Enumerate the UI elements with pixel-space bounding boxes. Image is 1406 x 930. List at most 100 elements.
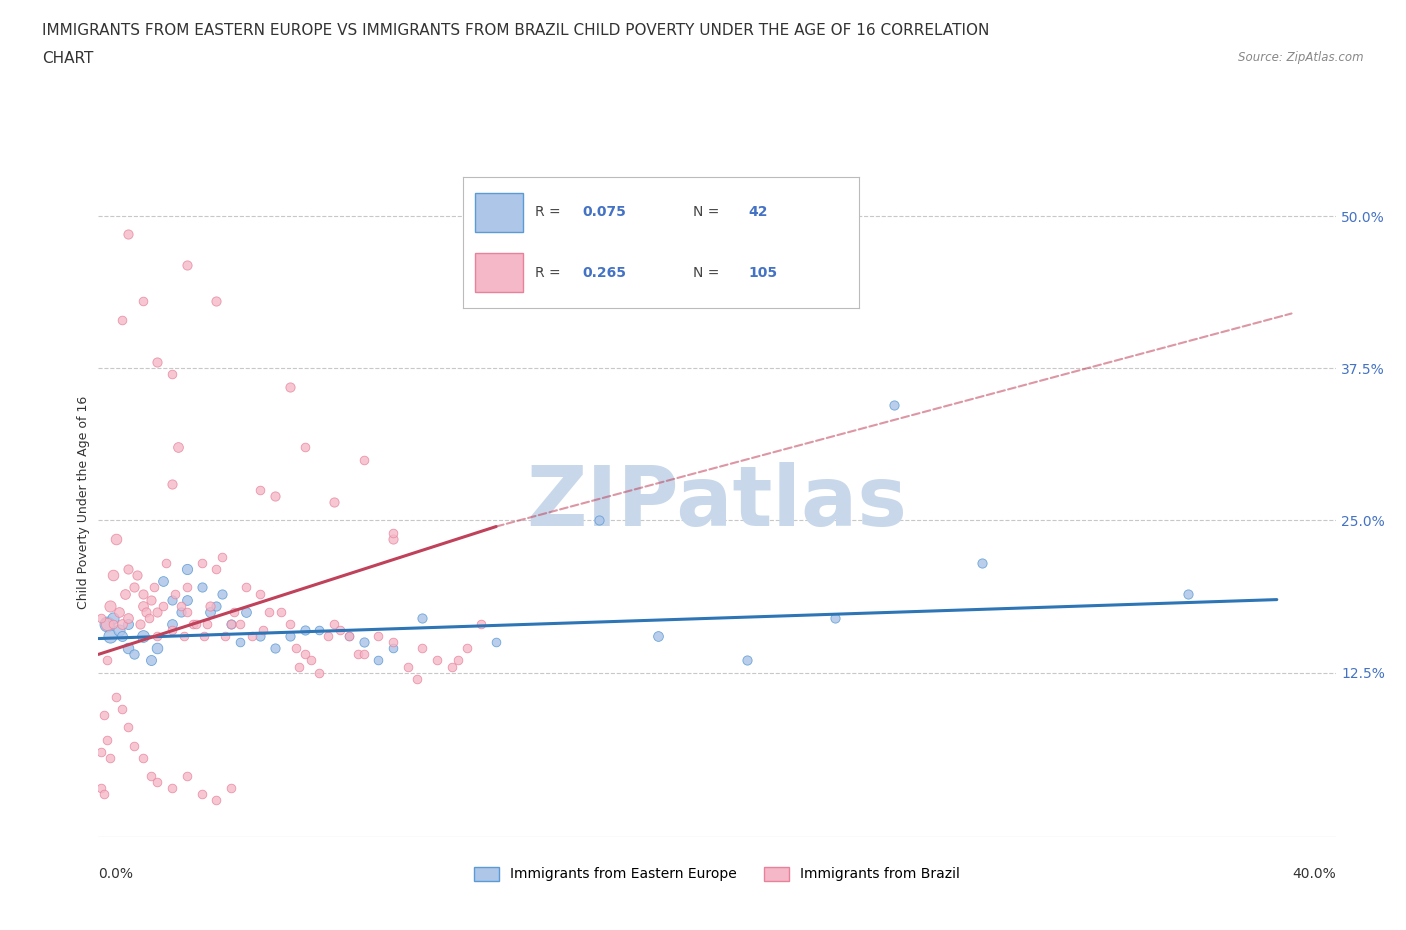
Point [176, 769, 198, 784]
Point [367, 653, 389, 668]
Point [316, 629, 339, 644]
Point [173, 629, 195, 644]
Legend: Immigrants from Eastern Europe, Immigrants from Brazil: Immigrants from Eastern Europe, Immigran… [468, 861, 966, 887]
Point [117, 720, 139, 735]
Point [105, 689, 128, 704]
Point [411, 610, 433, 625]
Point [229, 617, 252, 631]
Point [117, 227, 139, 242]
Point [152, 598, 174, 613]
Point [382, 635, 405, 650]
Point [353, 452, 375, 467]
Point [117, 641, 139, 656]
Point [219, 617, 242, 631]
Point [170, 598, 193, 613]
Point [278, 379, 301, 394]
Point [90, 781, 112, 796]
Point [135, 604, 157, 619]
Point [167, 440, 190, 455]
Point [111, 629, 134, 644]
Point [190, 787, 212, 802]
Point [294, 647, 316, 662]
Point [405, 671, 427, 686]
Point [160, 781, 183, 796]
Point [101, 568, 124, 583]
Text: 0.0%: 0.0% [98, 867, 134, 881]
Point [93, 787, 115, 802]
Point [264, 641, 287, 656]
Point [184, 617, 207, 631]
Point [205, 294, 228, 309]
Point [426, 653, 449, 668]
Point [181, 617, 204, 631]
Point [176, 258, 198, 272]
Point [883, 397, 905, 412]
Point [205, 562, 228, 577]
Point [353, 647, 375, 662]
Point [287, 659, 309, 674]
Point [93, 708, 115, 723]
Point [170, 604, 193, 619]
Point [249, 483, 271, 498]
Text: 40.0%: 40.0% [1292, 867, 1336, 881]
Point [138, 610, 160, 625]
Point [337, 629, 360, 644]
Point [176, 580, 198, 595]
Point [176, 604, 198, 619]
Point [111, 312, 134, 327]
Point [396, 659, 419, 674]
Point [264, 488, 287, 503]
Text: Source: ZipAtlas.com: Source: ZipAtlas.com [1239, 51, 1364, 64]
Point [824, 610, 846, 625]
Point [111, 702, 134, 717]
Point [96, 653, 118, 668]
Point [117, 617, 139, 631]
Point [229, 635, 252, 650]
Point [146, 604, 169, 619]
Point [114, 586, 136, 601]
Point [972, 555, 994, 570]
Point [160, 617, 183, 631]
Point [735, 653, 758, 668]
Point [122, 738, 145, 753]
Point [588, 513, 610, 528]
Point [131, 598, 153, 613]
Point [160, 476, 183, 491]
Point [176, 562, 198, 577]
Point [141, 769, 163, 784]
Point [337, 629, 360, 644]
Point [205, 598, 228, 613]
Point [211, 586, 233, 601]
Point [160, 592, 183, 607]
Text: IMMIGRANTS FROM EASTERN EUROPE VS IMMIGRANTS FROM BRAZIL CHILD POVERTY UNDER THE: IMMIGRANTS FROM EASTERN EUROPE VS IMMIGR… [42, 23, 990, 38]
Point [141, 653, 163, 668]
Point [200, 598, 222, 613]
Point [96, 732, 118, 747]
Point [485, 635, 508, 650]
Point [190, 580, 212, 595]
Point [193, 629, 215, 644]
Point [197, 617, 219, 631]
Point [101, 617, 124, 631]
Point [146, 354, 169, 369]
Point [141, 592, 163, 607]
Point [108, 604, 131, 619]
Point [252, 622, 274, 637]
Point [200, 604, 222, 619]
Point [382, 641, 405, 656]
Point [105, 531, 128, 546]
Point [122, 580, 145, 595]
Point [146, 641, 169, 656]
Point [214, 629, 236, 644]
Point [219, 617, 242, 631]
Point [131, 751, 153, 765]
Point [329, 622, 352, 637]
Point [270, 604, 292, 619]
Point [143, 580, 166, 595]
Point [131, 586, 153, 601]
Point [117, 610, 139, 625]
Point [259, 604, 281, 619]
Point [160, 622, 183, 637]
Point [131, 294, 153, 309]
Point [96, 617, 118, 631]
